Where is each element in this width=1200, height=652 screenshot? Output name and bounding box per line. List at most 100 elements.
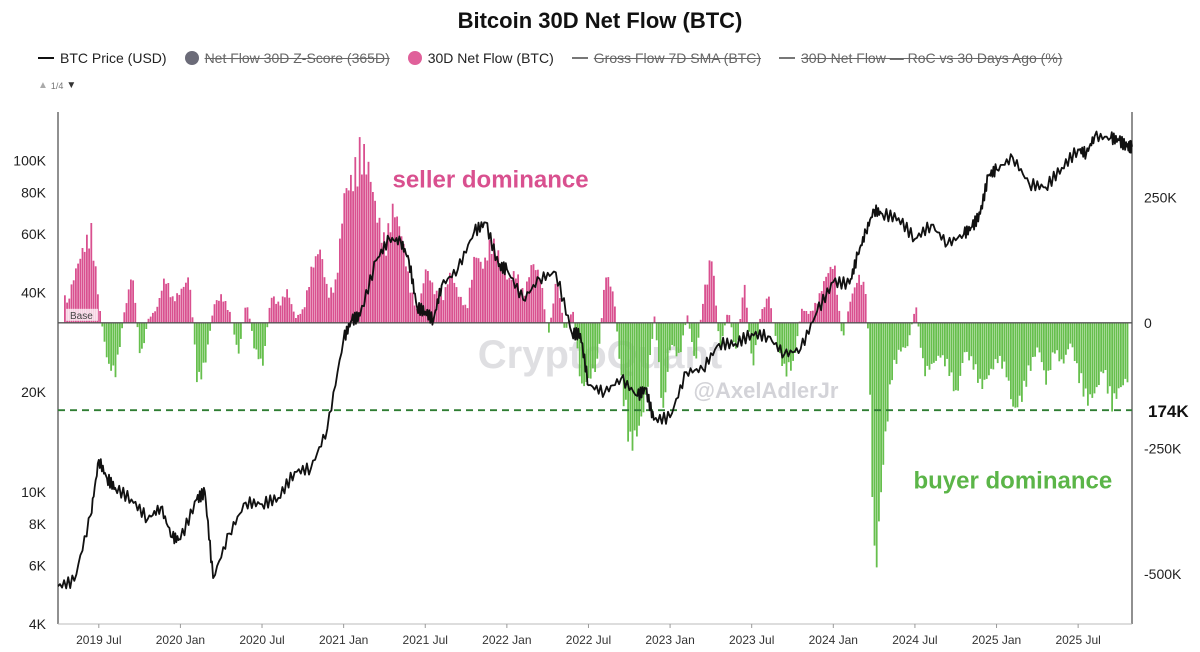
- net-flow-bar: [1060, 322, 1063, 360]
- net-flow-bar: [878, 322, 880, 522]
- net-flow-bar: [561, 312, 563, 323]
- net-flow-bar: [182, 286, 185, 323]
- net-flow-bar: [158, 298, 161, 323]
- net-flow-bar: [539, 280, 541, 323]
- net-flow-bar: [735, 322, 737, 349]
- net-flow-bar: [121, 322, 123, 329]
- net-flow-bar: [889, 322, 891, 385]
- net-flow-bar: [1087, 322, 1089, 406]
- x-axis-tick-label: 2022 Jul: [566, 633, 611, 647]
- net-flow-bar: [1012, 322, 1014, 407]
- net-flow-bar: [407, 271, 409, 323]
- net-flow-bar: [550, 317, 552, 323]
- net-flow-bar: [523, 295, 526, 323]
- net-flow-bar: [1045, 322, 1047, 385]
- line-swatch-icon: [779, 57, 796, 59]
- line-swatch-icon: [38, 57, 54, 59]
- net-flow-bar: [589, 322, 592, 379]
- net-flow-bar: [1111, 322, 1113, 412]
- seller-dominance-label: seller dominance: [392, 166, 588, 193]
- watermark-author: @AxelAdlerJr: [694, 378, 839, 403]
- net-flow-bar: [330, 287, 332, 323]
- net-flow-bar: [990, 322, 992, 369]
- net-flow-bar: [1049, 322, 1052, 370]
- net-flow-bar: [224, 301, 227, 323]
- legend-label: BTC Price (USD): [60, 50, 167, 66]
- net-flow-bar: [1005, 322, 1008, 378]
- net-flow-bar: [213, 304, 216, 323]
- net-flow-bar: [334, 279, 337, 323]
- net-flow-bar: [886, 322, 889, 422]
- net-flow-bar: [530, 265, 533, 323]
- net-flow-bar: [926, 322, 929, 366]
- net-flow-bar: [134, 302, 137, 323]
- net-flow-bar: [268, 307, 271, 323]
- net-flow-bar: [361, 174, 363, 323]
- net-flow-bar: [794, 322, 797, 353]
- net-flow-bar: [1021, 322, 1023, 402]
- net-flow-bar: [270, 297, 273, 323]
- net-flow-bar: [631, 322, 634, 451]
- net-flow-bar: [521, 288, 524, 323]
- net-flow-bar: [750, 322, 753, 354]
- net-flow-bar: [552, 303, 555, 323]
- net-flow-bar: [152, 312, 154, 323]
- net-flow-bar: [737, 322, 739, 340]
- net-flow-bar: [209, 322, 211, 331]
- net-flow-bar: [279, 305, 282, 323]
- base-label-bg: [66, 308, 98, 321]
- net-flow-bar: [176, 293, 178, 323]
- net-flow-bar: [83, 251, 86, 323]
- net-flow-bar: [460, 296, 462, 323]
- net-flow-bar: [226, 310, 229, 323]
- net-flow-bar: [343, 193, 346, 323]
- net-flow-bar: [743, 284, 746, 323]
- net-flow-bar: [999, 322, 1001, 356]
- net-flow-bar: [1089, 322, 1091, 395]
- net-flow-bar: [352, 191, 354, 323]
- btc-price-line: [57, 130, 1133, 590]
- net-flow-bar: [726, 314, 728, 323]
- x-axis-tick-label: 2025 Jul: [1055, 633, 1100, 647]
- net-flow-bar: [402, 243, 405, 323]
- legend-item-net-flow[interactable]: 30D Net Flow (BTC): [407, 50, 554, 66]
- net-flow-bar: [834, 265, 836, 323]
- net-flow-bar: [812, 310, 814, 323]
- net-flow-bar: [860, 284, 863, 323]
- net-flow-bar: [616, 322, 618, 332]
- net-flow-bar: [598, 322, 601, 344]
- net-flow-bar: [248, 318, 251, 323]
- net-flow-bar: [981, 322, 984, 389]
- net-flow-bar: [682, 322, 684, 336]
- legend-item-zscore[interactable]: Net Flow 30D Z-Score (365D): [184, 50, 390, 66]
- net-flow-bar: [607, 277, 610, 323]
- net-flow-bar: [510, 279, 513, 323]
- legend-item-btc-price[interactable]: BTC Price (USD): [38, 50, 167, 66]
- net-flow-bar: [827, 273, 830, 323]
- right-axis-tick-label: -500K: [1144, 566, 1182, 582]
- net-flow-bar: [831, 269, 834, 323]
- net-flow-bar: [163, 278, 165, 323]
- legend-pager: ▲ 1/4 ▼: [38, 80, 76, 91]
- net-flow-bar: [114, 322, 117, 378]
- net-flow-bar: [275, 303, 277, 323]
- net-flow-bar: [776, 322, 779, 350]
- net-flow-bar: [444, 287, 447, 323]
- net-flow-bar: [517, 274, 519, 323]
- net-flow-bar: [130, 279, 132, 323]
- pager-down-icon[interactable]: ▼: [66, 80, 77, 91]
- legend-item-roc[interactable]: 30D Net Flow — RoC vs 30 Days Ago (%): [779, 50, 1062, 66]
- net-flow-bar: [141, 322, 143, 349]
- legend-item-gross-flow[interactable]: Gross Flow 7D SMA (BTC): [571, 50, 761, 66]
- net-flow-bar: [207, 322, 209, 345]
- net-flow-bar: [433, 294, 436, 323]
- net-flow-bar: [1126, 322, 1129, 383]
- right-axis-tick-label: 250K: [1144, 189, 1177, 205]
- net-flow-bar: [963, 322, 966, 353]
- net-flow-bar: [629, 322, 632, 432]
- net-flow-bar: [292, 311, 295, 323]
- net-flow-bar: [506, 279, 508, 323]
- net-flow-bar: [836, 294, 838, 323]
- net-flow-bar: [391, 203, 394, 323]
- pager-up-icon[interactable]: ▲: [38, 80, 48, 91]
